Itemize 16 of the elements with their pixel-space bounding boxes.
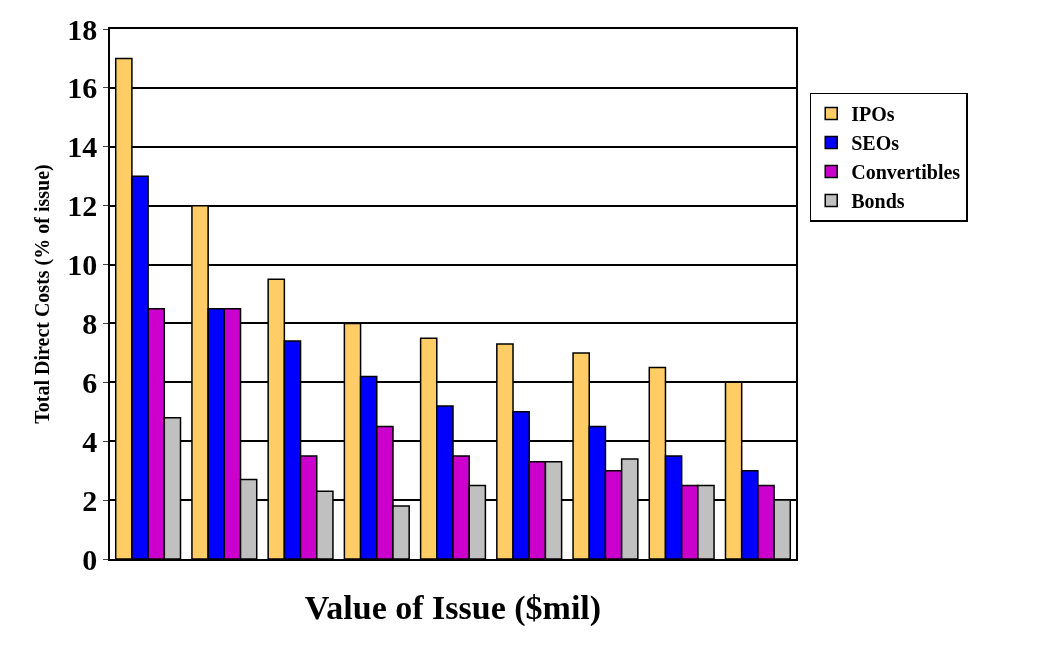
y-tick-label: 0 [82,542,98,576]
legend-label: SEOs [851,132,900,155]
y-tick-label: 6 [82,365,98,399]
x-axis-title: Value of Issue ($mil) [304,588,602,627]
y-tick-label: 18 [67,12,98,46]
y-tick-label: 2 [82,483,98,517]
legend-label: Convertibles [851,161,961,184]
legend-label: Bonds [851,190,905,213]
y-tick-label: 10 [67,248,98,282]
y-tick-label: 16 [67,71,98,105]
y-tick-label: 4 [82,424,98,458]
y-tick-label: 8 [82,306,98,340]
y-tick-label: 12 [67,189,98,223]
y-tick-label: 14 [67,130,98,164]
y-axis-title: Total Direct Costs (% of issue) [31,164,55,424]
legend-label: IPOs [851,103,895,126]
